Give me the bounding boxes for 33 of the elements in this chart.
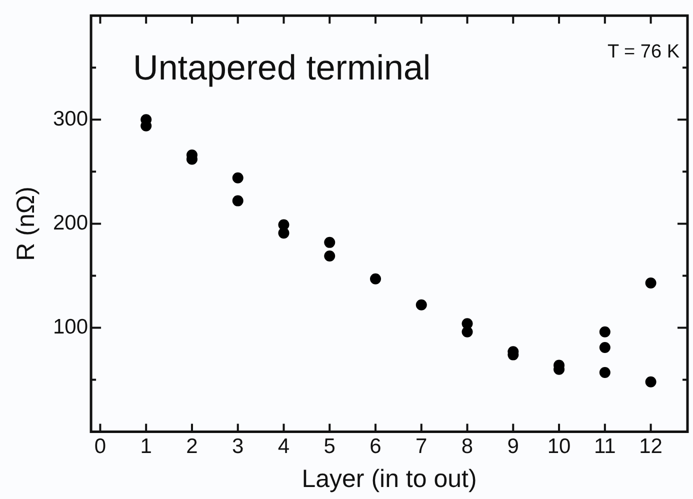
- x-tick-label: 12: [639, 435, 662, 458]
- x-tick-label: 3: [232, 435, 244, 458]
- point: [370, 273, 382, 284]
- point: [645, 376, 656, 388]
- point: [599, 342, 610, 354]
- point: [324, 236, 336, 248]
- y-axis-title: R (nΩ): [12, 186, 40, 261]
- x-tick-label: 2: [186, 435, 198, 458]
- x-tick-label: 6: [370, 435, 382, 458]
- point: [416, 299, 427, 310]
- x-tick-label: 0: [94, 435, 106, 458]
- x-tick-label: 5: [324, 435, 336, 458]
- annotation: T = 76 K: [607, 42, 680, 63]
- point: [232, 172, 244, 184]
- point: [599, 366, 610, 378]
- x-tick-label: 11: [594, 435, 616, 458]
- point: [645, 278, 656, 289]
- y-tick-label: 100: [52, 316, 88, 339]
- x-tick-label: 8: [461, 435, 474, 458]
- x-tick-label: 9: [507, 435, 519, 458]
- point: [278, 228, 290, 239]
- point: [599, 326, 610, 338]
- y-tick-label: 200: [52, 211, 88, 234]
- x-tick-label: 4: [278, 435, 290, 458]
- point: [232, 195, 244, 206]
- x-tick-label: 10: [547, 435, 571, 458]
- x-tick-label: 1: [140, 435, 152, 458]
- x-axis-title: Layer (in to out): [302, 464, 477, 493]
- annotation: Untapered terminal: [133, 48, 431, 88]
- point: [324, 250, 336, 262]
- point: [462, 326, 473, 338]
- y-tick-label: 300: [52, 107, 88, 130]
- x-tick-label: 7: [416, 435, 428, 458]
